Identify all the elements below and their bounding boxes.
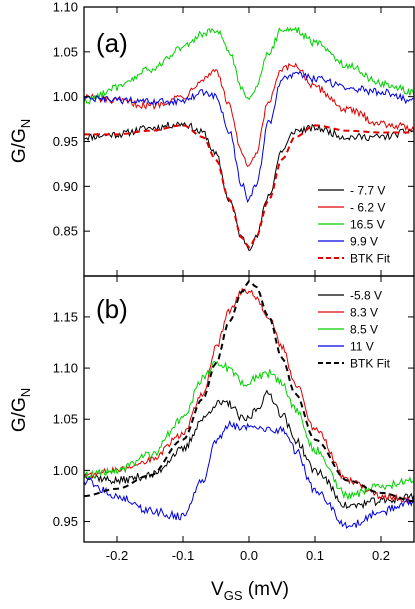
y-tick-label: 0.95	[53, 514, 78, 529]
series-line-s0	[83, 389, 415, 510]
legend-entry-label: BTK Fit	[350, 252, 391, 266]
legend-entry-label: - 6.2 V	[350, 201, 385, 215]
series-line-s1	[83, 287, 415, 505]
legend-entry-label: 8.3 V	[350, 306, 378, 320]
x-axis-title: VGS (mV)	[211, 579, 289, 603]
y-tick-label: 1.00	[53, 89, 78, 104]
panel-b-y-axis-title: G/GN	[9, 388, 33, 432]
y-tick-label: 1.05	[53, 44, 78, 59]
y-tick-label: 1.05	[53, 412, 78, 427]
panel-b-label: (b)	[96, 294, 128, 324]
legend-entry-label: 16.5 V	[350, 218, 385, 232]
legend-entry-label: 9.9 V	[350, 235, 378, 249]
series-line-s3	[83, 70, 415, 204]
x-tick-label: 0.0	[240, 548, 258, 563]
series-line-s3	[83, 419, 415, 529]
panel-b-ticks: 0.95 1.00 1.05 1.10 1.15 -0.2 -0.1 0.0 0.1 0.2	[53, 276, 414, 563]
legend-entry-label: 11 V	[350, 340, 374, 354]
panel-a-legend: - 7.7 V - 6.2 V 16.5 V 9.9 V BTK Fit	[318, 184, 391, 266]
panel-a: 0.85 0.90 0.95 1.00 1.05 1.10 (a) G/GN - 7.7 …	[9, 0, 415, 277]
x-tick-label: -0.1	[172, 548, 194, 563]
y-tick-label: 1.10	[53, 0, 78, 15]
panel-b-legend: -5.8 V 8.3 V 8.5 V 11 V BTK Fit	[318, 289, 391, 371]
x-tick-label: -0.2	[106, 548, 128, 563]
panel-a-y-axis-title: G/GN	[9, 119, 33, 163]
panel-a-ticks: 0.85 0.90 0.95 1.00 1.05 1.10	[53, 0, 414, 276]
y-tick-label: 0.95	[53, 134, 78, 149]
y-tick-label: 0.85	[53, 224, 78, 239]
x-tick-label: 0.2	[372, 548, 390, 563]
series-line-btk-fit	[84, 124, 414, 249]
panel-a-series-group	[83, 26, 415, 252]
y-tick-label: 1.10	[53, 361, 78, 376]
x-tick-label: 0.1	[306, 548, 324, 563]
legend-entry-label: BTK Fit	[350, 357, 391, 371]
y-tick-label: 1.00	[53, 463, 78, 478]
series-line-s1	[83, 62, 415, 168]
y-tick-label: 1.15	[53, 309, 78, 324]
series-line-s2	[83, 26, 415, 105]
legend-entry-label: -5.8 V	[350, 289, 382, 303]
panel-b: 0.95 1.00 1.05 1.10 1.15 -0.2 -0.1 0.0 0.1 0.2 (b…	[9, 275, 415, 563]
series-line-s2	[83, 360, 415, 501]
legend-entry-label: 8.5 V	[350, 323, 378, 337]
y-tick-label: 0.90	[53, 179, 78, 194]
legend-entry-label: - 7.7 V	[350, 184, 385, 198]
panel-a-label: (a)	[96, 28, 128, 58]
